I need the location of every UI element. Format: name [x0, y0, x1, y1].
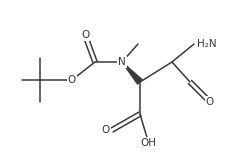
Polygon shape: [122, 62, 142, 84]
Text: H₂N: H₂N: [197, 39, 217, 49]
Text: N: N: [118, 57, 126, 67]
Text: OH: OH: [140, 138, 156, 148]
Text: O: O: [68, 75, 76, 85]
Text: O: O: [206, 97, 214, 107]
Text: O: O: [102, 125, 110, 135]
Text: O: O: [81, 30, 89, 40]
